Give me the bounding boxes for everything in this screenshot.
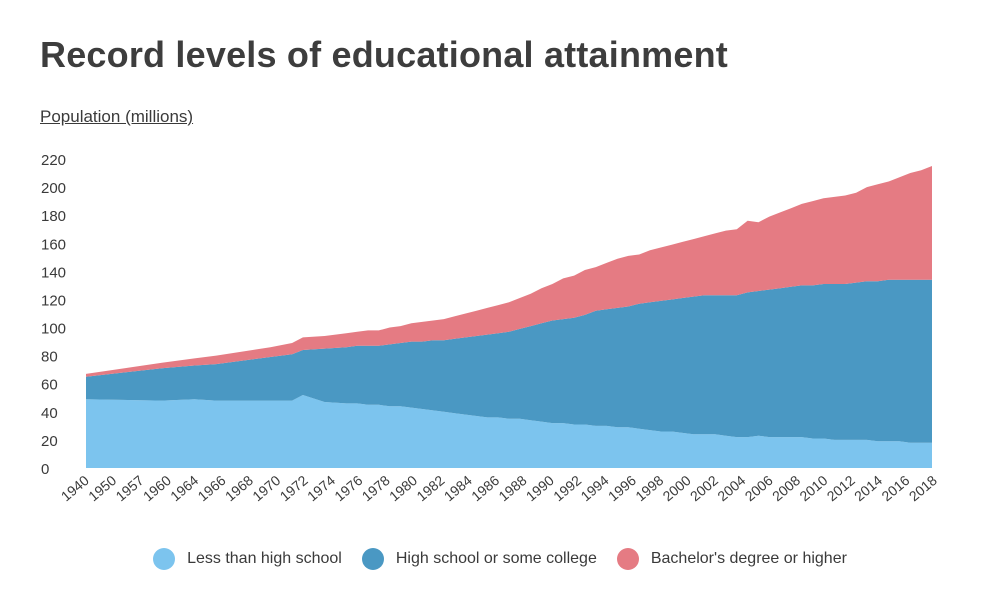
y-tick-label: 80 bbox=[41, 349, 58, 366]
y-tick-label: 60 bbox=[41, 377, 58, 394]
x-tick-label: 1940 bbox=[58, 472, 92, 504]
x-tick-label: 1976 bbox=[331, 472, 365, 504]
x-tick-label: 1970 bbox=[249, 472, 283, 504]
x-tick-label: 1978 bbox=[359, 472, 393, 504]
legend-item-less-than-high-school: Less than high school bbox=[153, 548, 342, 570]
x-tick-label: 1980 bbox=[386, 472, 420, 504]
y-tick-label: 20 bbox=[41, 433, 58, 450]
area-series-0 bbox=[86, 395, 932, 468]
x-tick-label: 1984 bbox=[441, 472, 475, 504]
x-tick-label: 2018 bbox=[906, 472, 940, 504]
x-tick-label: 1964 bbox=[167, 472, 201, 504]
legend-swatch-high-school bbox=[361, 548, 384, 570]
legend-swatch-less-than-high-school bbox=[153, 548, 176, 570]
y-tick-label: 120 bbox=[41, 292, 66, 309]
x-tick-label: 2006 bbox=[742, 472, 776, 504]
legend-item-high-school: High school or some college bbox=[361, 548, 597, 570]
y-axis-ticks: 0 20 40 60 80 100 120 140 160 180 200 220 bbox=[41, 152, 66, 478]
x-tick-label: 1992 bbox=[550, 472, 584, 504]
x-tick-label: 2016 bbox=[878, 472, 912, 504]
x-tick-label: 2014 bbox=[851, 472, 885, 504]
x-tick-label: 1950 bbox=[85, 472, 119, 504]
x-tick-label: 1968 bbox=[222, 472, 256, 504]
y-tick-label: 200 bbox=[41, 180, 66, 197]
x-tick-label: 2002 bbox=[687, 472, 721, 504]
x-tick-label: 1990 bbox=[523, 472, 557, 504]
x-tick-label: 1982 bbox=[413, 472, 447, 504]
x-tick-label: 1988 bbox=[495, 472, 529, 504]
x-tick-label: 1966 bbox=[195, 472, 229, 504]
legend-label-bachelors: Bachelor's degree or higher bbox=[650, 550, 847, 567]
y-tick-label: 0 bbox=[41, 461, 49, 478]
x-tick-label: 2012 bbox=[824, 472, 858, 504]
x-tick-label: 1996 bbox=[605, 472, 639, 504]
y-axis-label: Population (millions) bbox=[40, 107, 194, 126]
x-tick-label: 1960 bbox=[140, 472, 174, 504]
y-tick-label: 40 bbox=[41, 405, 58, 422]
x-tick-label: 1972 bbox=[277, 472, 311, 504]
y-tick-label: 160 bbox=[41, 236, 66, 253]
x-tick-label: 1986 bbox=[468, 472, 502, 504]
x-tick-label: 1998 bbox=[632, 472, 666, 504]
area-series-2 bbox=[86, 166, 932, 377]
x-tick-label: 1974 bbox=[304, 472, 338, 504]
area-series-1 bbox=[86, 279, 932, 443]
x-tick-label: 2008 bbox=[769, 472, 803, 504]
y-tick-label: 220 bbox=[41, 152, 66, 169]
legend: Less than high school High school or som… bbox=[0, 548, 1000, 570]
x-axis-ticks: 1940195019571960196419661968197019721974… bbox=[58, 472, 940, 504]
chart-title: Record levels of educational attainment bbox=[40, 34, 728, 75]
y-tick-label: 140 bbox=[41, 264, 66, 281]
x-tick-label: 2010 bbox=[796, 472, 830, 504]
legend-label-less-than-high-school: Less than high school bbox=[187, 550, 342, 567]
legend-label-high-school: High school or some college bbox=[395, 550, 597, 567]
stacked-areas bbox=[86, 166, 932, 468]
x-tick-label: 2000 bbox=[660, 472, 694, 504]
legend-item-bachelors: Bachelor's degree or higher bbox=[616, 548, 847, 570]
x-tick-label: 2004 bbox=[714, 472, 748, 504]
y-tick-label: 180 bbox=[41, 208, 66, 225]
y-tick-label: 100 bbox=[41, 321, 66, 338]
legend-swatch-bachelors bbox=[616, 548, 639, 570]
x-tick-label: 1994 bbox=[578, 472, 612, 504]
x-tick-label: 1957 bbox=[112, 472, 146, 504]
